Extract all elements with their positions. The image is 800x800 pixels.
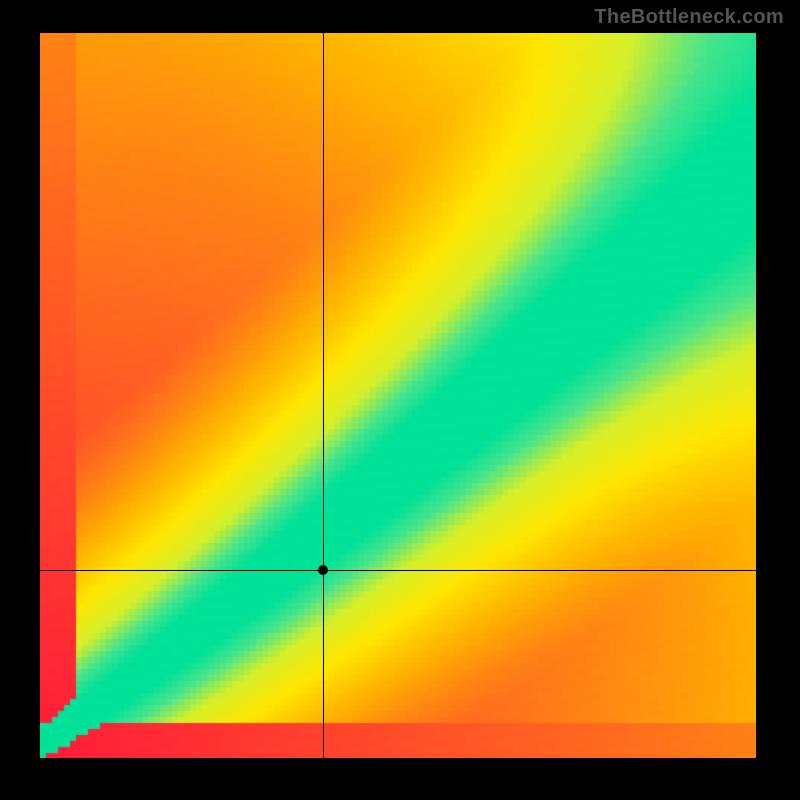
crosshair-horizontal — [40, 570, 756, 571]
heatmap-canvas — [40, 33, 756, 758]
crosshair-vertical — [323, 33, 324, 758]
heatmap-plot — [40, 33, 756, 758]
selection-marker — [318, 565, 328, 575]
watermark-text: TheBottleneck.com — [594, 6, 784, 29]
